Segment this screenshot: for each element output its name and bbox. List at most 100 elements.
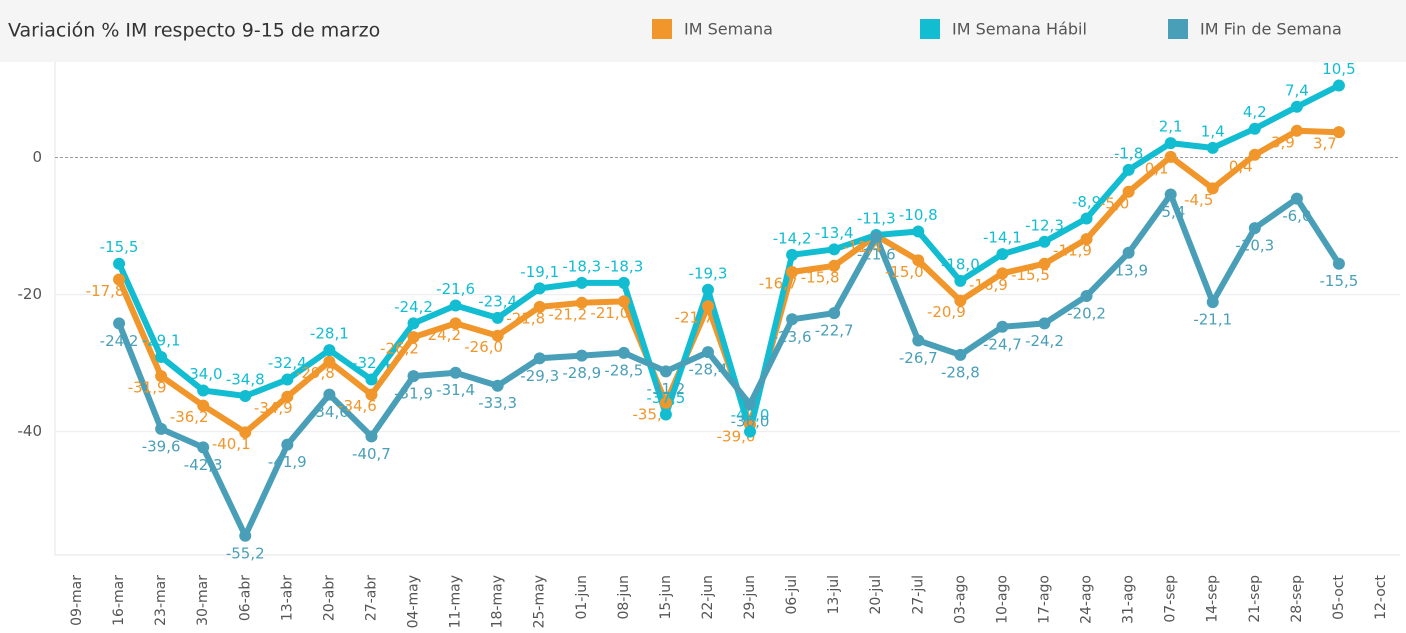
- data-label: -21,6: [436, 280, 475, 298]
- data-point: [575, 276, 588, 289]
- data-point: [701, 283, 714, 296]
- data-label: -21,8: [506, 309, 545, 327]
- data-label: -15,0: [885, 263, 924, 281]
- data-point: [407, 331, 420, 344]
- data-label: -40,7: [352, 445, 391, 463]
- data-label: -24,2: [394, 298, 433, 316]
- data-label: -24,2: [1025, 332, 1064, 350]
- data-label: -24,7: [983, 335, 1022, 353]
- data-label: 0,1: [1145, 159, 1169, 177]
- data-point: [281, 438, 294, 451]
- legend-label: IM Fin de Semana: [1200, 20, 1342, 39]
- data-label: -34,8: [226, 371, 265, 389]
- series-line: [116, 191, 1342, 539]
- data-point: [1206, 182, 1219, 195]
- data-label: -31,9: [128, 379, 167, 397]
- data-point: [786, 265, 799, 278]
- x-tick-label: 22-jun: [700, 575, 716, 620]
- data-point: [701, 300, 714, 313]
- x-tick-label: 20-abr: [321, 575, 337, 621]
- data-point: [912, 225, 925, 238]
- data-point: [1164, 150, 1177, 163]
- data-point: [828, 307, 841, 320]
- x-tick-label: 30-mar: [195, 575, 211, 626]
- data-label: -33,3: [478, 394, 517, 412]
- data-label: -18,0: [941, 255, 980, 273]
- data-point: [1290, 192, 1303, 205]
- data-label: 10,5: [1322, 60, 1355, 78]
- y-tick-label: -20: [18, 285, 43, 303]
- data-point: [449, 317, 462, 330]
- data-label: -34,6: [338, 397, 377, 415]
- data-label: -41,9: [268, 453, 307, 471]
- data-label: -32,4: [352, 354, 391, 372]
- data-point: [1332, 79, 1345, 92]
- data-point: [954, 294, 967, 307]
- data-point: [954, 348, 967, 361]
- data-point: [365, 430, 378, 443]
- data-point: [239, 390, 252, 403]
- data-label: 4,2: [1243, 103, 1267, 121]
- data-label: -28,8: [941, 363, 980, 381]
- data-label: -22,7: [815, 322, 854, 340]
- x-tick-label: 03-ago: [952, 575, 968, 624]
- data-label: -24,2: [100, 332, 139, 350]
- data-label: -31,4: [436, 381, 475, 399]
- data-point: [617, 295, 630, 308]
- data-point: [1122, 163, 1135, 176]
- data-label: -31,9: [394, 385, 433, 403]
- data-label: -29,8: [296, 364, 335, 382]
- data-label: 2,1: [1159, 118, 1183, 136]
- data-point: [1164, 137, 1177, 150]
- chart-title: Variación % IM respecto 9-15 de marzo: [8, 20, 380, 42]
- data-label: -5,0: [1100, 194, 1129, 212]
- data-label: -34,9: [254, 399, 293, 417]
- data-point: [828, 243, 841, 256]
- data-point: [323, 388, 336, 401]
- x-tick-label: 21-sep: [1247, 575, 1263, 623]
- data-label: -21,2: [548, 305, 587, 323]
- data-point: [155, 350, 168, 363]
- data-point: [533, 282, 546, 295]
- data-point: [659, 396, 672, 409]
- data-label: 3,7: [1313, 135, 1337, 153]
- data-point: [912, 254, 925, 267]
- data-label: -5,4: [1156, 203, 1185, 221]
- data-point: [786, 313, 799, 326]
- data-point: [1332, 126, 1345, 139]
- data-label: -6,0: [1282, 207, 1311, 225]
- data-point: [239, 426, 252, 439]
- data-label: -29,1: [142, 331, 181, 349]
- data-label: -20,9: [927, 303, 966, 321]
- data-label: -21,7: [675, 309, 714, 327]
- data-point: [744, 425, 757, 438]
- data-point: [449, 366, 462, 379]
- data-point: [533, 300, 546, 313]
- x-tick-label: 16-mar: [111, 575, 127, 626]
- data-label: -21,0: [590, 304, 629, 322]
- data-label: -15,5: [1011, 266, 1050, 284]
- legend-label: IM Semana Hábil: [952, 20, 1087, 39]
- data-label: -19,3: [689, 264, 728, 282]
- data-point: [996, 267, 1009, 280]
- x-tick-label: 07-sep: [1163, 575, 1179, 623]
- data-point: [197, 384, 210, 397]
- data-point: [617, 346, 630, 359]
- data-point: [1080, 212, 1093, 225]
- data-point: [239, 529, 252, 542]
- data-label: -14,1: [983, 229, 1022, 247]
- data-point: [828, 259, 841, 272]
- data-point: [197, 441, 210, 454]
- data-label: 3,9: [1271, 133, 1295, 151]
- data-point: [1290, 100, 1303, 113]
- x-tick-label: 12-oct: [1373, 575, 1389, 620]
- data-label: -28,1: [310, 325, 349, 343]
- data-label: -35,8: [632, 405, 671, 423]
- data-label: -28,9: [562, 364, 601, 382]
- data-point: [996, 248, 1009, 261]
- data-point: [113, 257, 126, 270]
- data-point: [449, 299, 462, 312]
- y-tick-label: -40: [18, 422, 43, 440]
- x-tick-label: 11-may: [448, 575, 464, 628]
